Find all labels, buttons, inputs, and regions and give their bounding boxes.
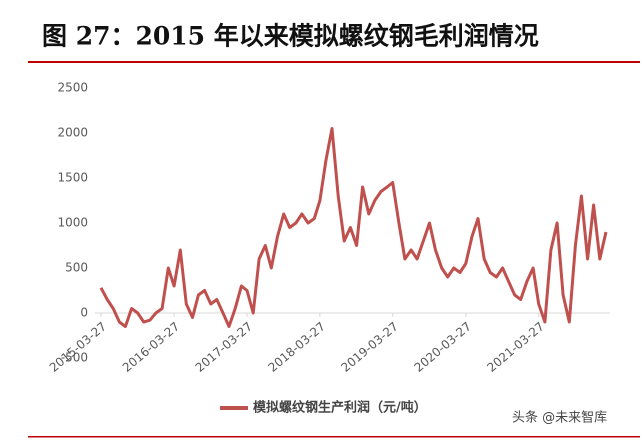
watermark: 头条 @未来智库	[512, 410, 607, 426]
y-tick-label: 500	[65, 261, 88, 275]
x-tick-label: 2016-03-27	[120, 319, 182, 375]
y-tick-label: 2000	[57, 126, 88, 140]
footer-rule	[28, 436, 640, 438]
y-tick-label: 2500	[57, 81, 88, 95]
x-tick-label: 2018-03-27	[266, 319, 328, 375]
x-tick-label: 2017-03-27	[193, 319, 255, 375]
y-tick-label: 1500	[57, 171, 88, 185]
x-tick-label: 2020-03-27	[412, 319, 474, 375]
x-tick-label: 2015-03-27	[47, 319, 109, 375]
x-tick-label: 2021-03-27	[484, 319, 546, 375]
series-line	[99, 127, 608, 328]
y-tick-label: 0	[80, 306, 88, 320]
header-rule	[28, 61, 640, 63]
y-tick-label: 1000	[57, 216, 88, 230]
x-tick-label: 2019-03-27	[338, 319, 400, 375]
legend-label: 模拟螺纹钢生产利润（元/吨）	[253, 400, 427, 416]
chart-title: 图 27：2015 年以来模拟螺纹钢毛利润情况	[42, 22, 539, 51]
y-tick-label: -500	[61, 351, 88, 365]
